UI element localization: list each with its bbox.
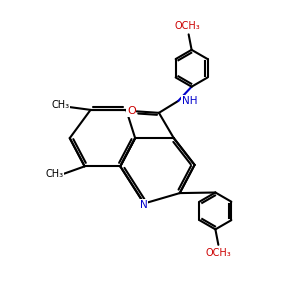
Text: NH: NH bbox=[182, 96, 197, 106]
Text: CH₃: CH₃ bbox=[52, 100, 70, 110]
Text: OCH₃: OCH₃ bbox=[206, 248, 231, 257]
Text: O: O bbox=[127, 106, 136, 116]
Text: N: N bbox=[140, 200, 148, 210]
Text: OCH₃: OCH₃ bbox=[174, 21, 200, 31]
Text: CH₃: CH₃ bbox=[46, 169, 64, 179]
